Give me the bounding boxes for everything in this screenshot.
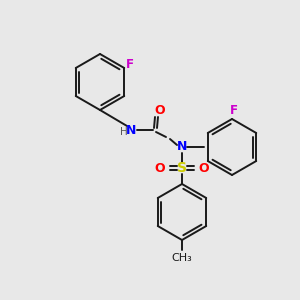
Text: N: N	[126, 124, 136, 136]
Text: F: F	[126, 58, 134, 70]
Text: O: O	[199, 161, 209, 175]
Text: F: F	[230, 104, 238, 118]
Text: S: S	[177, 161, 187, 175]
Text: CH₃: CH₃	[172, 253, 192, 263]
Text: H: H	[120, 127, 128, 137]
Text: O: O	[155, 104, 165, 118]
Text: N: N	[177, 140, 187, 154]
Text: O: O	[155, 161, 165, 175]
